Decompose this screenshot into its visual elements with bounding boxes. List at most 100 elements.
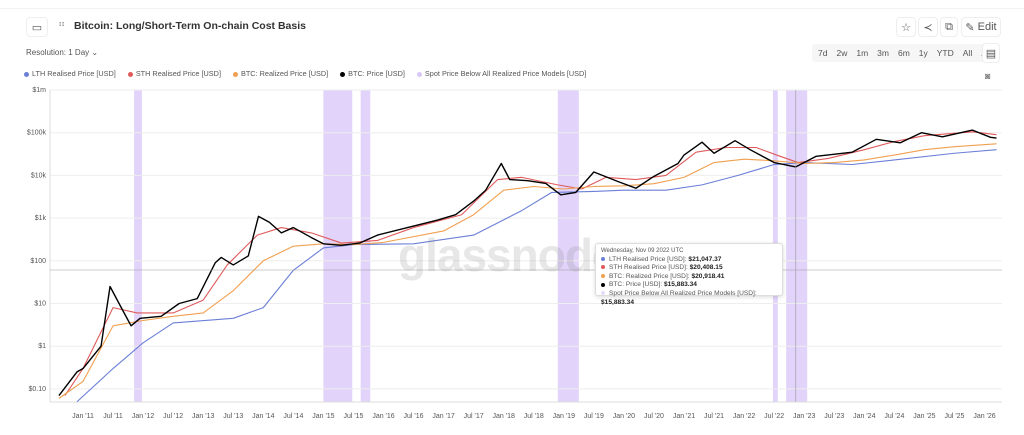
legend-label: LTH Realised Price [USD] (32, 69, 116, 78)
legend-dot (24, 71, 29, 77)
x-tick-label: Jan '24 (853, 413, 875, 420)
x-tick-label: Jul '13 (223, 413, 243, 420)
x-tick-label: Jan '11 (72, 413, 94, 420)
drag-handle-icon[interactable]: ⠶ (58, 19, 66, 30)
series-line-price (58, 129, 997, 396)
x-tick-label: Jul '12 (163, 413, 183, 420)
range-1y[interactable]: 1y (918, 48, 928, 58)
legend-label: BTC: Realized Price [USD] (240, 69, 329, 78)
legend-item[interactable]: BTC: Realized Price [USD] (232, 69, 329, 78)
tooltip-label: STH Realised Price [USD]: (609, 264, 688, 272)
spot-below-region (557, 90, 579, 402)
tooltip-dot (601, 282, 605, 287)
tooltip-value: $15,883.34 (663, 281, 697, 289)
legend-dot (232, 71, 238, 77)
x-tick-label: Jan '26 (973, 413, 995, 420)
favorite-button[interactable]: ☆ (896, 17, 916, 37)
tooltip-label: BTC: Price [USD]: (609, 281, 663, 289)
x-tick-label: Jul '24 (884, 413, 904, 420)
x-tick-label: Jul '19 (584, 413, 604, 420)
x-tick-label: Jul '17 (464, 413, 484, 420)
range-7d[interactable]: 7d (818, 48, 828, 58)
legend-item[interactable]: STH Realised Price [USD] (127, 69, 221, 78)
chevron-down-icon: ⌄ (91, 48, 99, 57)
tooltip: Wednesday, Nov 09 2022 UTC LTH Realised … (595, 243, 783, 306)
tooltip-row: LTH Realised Price [USD]: $21,047.37 (601, 256, 777, 265)
range-all[interactable]: All (962, 48, 973, 58)
watermark: glassnode (398, 229, 618, 281)
legend-dot (340, 71, 346, 77)
legend: LTH Realised Price [USD] STH Realised Pri… (24, 69, 586, 78)
range-2w[interactable]: 2w (836, 48, 848, 58)
edit-label: Edit (977, 21, 997, 33)
tooltip-label: BTC: Realized Price [USD]: (609, 272, 690, 280)
copy-icon: ⧉ (945, 20, 953, 33)
range-ytd[interactable]: YTD (936, 48, 954, 58)
page-title: Bitcoin: Long/Short-Term On-chain Cost B… (74, 20, 306, 32)
camera-icon[interactable]: ◙ (985, 71, 991, 81)
edit-button[interactable]: ✎ Edit (961, 17, 1001, 37)
share-button[interactable]: ≺ (918, 17, 938, 37)
tooltip-value: $21,047.37 (688, 255, 722, 263)
legend-item[interactable]: BTC: Price [USD] (340, 69, 405, 78)
resolution-select[interactable]: Resolution: 1 Day ⌄ (26, 48, 98, 57)
tooltip-label: LTH Realised Price [USD]: (609, 255, 687, 263)
tooltip-value: $20,918.41 (691, 272, 725, 280)
range-1m[interactable]: 1m (856, 48, 869, 58)
tooltip-dot (601, 256, 605, 261)
y-tick-label: $1m (32, 87, 46, 94)
x-tick-label: Jul '15 (343, 413, 363, 420)
spot-below-region (360, 90, 371, 402)
legend-dot (416, 71, 422, 77)
range-3m[interactable]: 3m (877, 48, 889, 58)
tooltip-row: BTC: Price [USD]: $15,883.34 (601, 281, 777, 290)
x-tick-label: Jan '25 (913, 413, 935, 420)
x-tick-label: Jul '23 (824, 413, 844, 420)
y-tick-label: $10 (34, 301, 46, 308)
share-icon: ≺ (923, 21, 933, 34)
x-tick-label: Jan '15 (312, 413, 334, 420)
y-tick-label: $1 (38, 343, 46, 350)
copy-button[interactable]: ⧉ (940, 17, 958, 37)
tooltip-date: Wednesday, Nov 09 2022 UTC (601, 248, 684, 254)
legend-label: BTC: Price [USD] (348, 69, 405, 78)
tooltip-row: BTC: Realized Price [USD]: $20,918.41 (601, 273, 777, 282)
x-tick-label: Jan '19 (553, 413, 575, 420)
x-tick-label: Jul '14 (283, 413, 303, 420)
tooltip-row: Spot Price Below All Realized Price Mode… (601, 290, 777, 307)
legend-dot (127, 71, 133, 77)
top-divider (0, 8, 1024, 9)
y-tick-label: $100 (30, 258, 46, 265)
spot-below-region (134, 90, 142, 402)
x-tick-label: Jan '14 (252, 413, 274, 420)
tooltip-value: $20,408.15 (689, 264, 723, 272)
legend-item[interactable]: LTH Realised Price [USD] (24, 69, 116, 78)
y-tick-label: $10k (31, 172, 47, 179)
x-tick-label: Jul '22 (764, 413, 784, 420)
tooltip-dot (601, 274, 605, 279)
calendar-icon: ▤ (985, 47, 997, 60)
y-tick-label: $100k (27, 130, 47, 137)
tooltip-dot (601, 291, 605, 296)
tooltip-value: $15,883.34 (601, 298, 635, 306)
pencil-icon: ✎ (965, 21, 975, 34)
range-6m[interactable]: 6m (897, 48, 910, 58)
x-tick-label: Jul '11 (103, 413, 123, 420)
sidebar-toggle-button[interactable]: ▭ (26, 17, 48, 37)
x-tick-label: Jan '21 (673, 413, 695, 420)
x-tick-label: Jul '21 (704, 413, 724, 420)
x-tick-label: Jan '22 (733, 413, 755, 420)
x-tick-label: Jan '23 (793, 413, 815, 420)
x-tick-label: Jan '16 (372, 413, 394, 420)
series-line-realized (58, 143, 997, 399)
y-tick-label: $0.10 (28, 386, 46, 393)
x-tick-label: Jul '25 (944, 413, 964, 420)
x-tick-label: Jul '20 (644, 413, 664, 420)
x-tick-label: Jan '17 (432, 413, 454, 420)
resolution-label: Resolution: 1 Day (26, 48, 90, 57)
calendar-button[interactable]: ▤ (982, 43, 1000, 63)
tooltip-row: STH Realised Price [USD]: $20,408.15 (601, 264, 777, 273)
legend-item[interactable]: Spot Price Below All Realized Price Mode… (416, 69, 586, 78)
